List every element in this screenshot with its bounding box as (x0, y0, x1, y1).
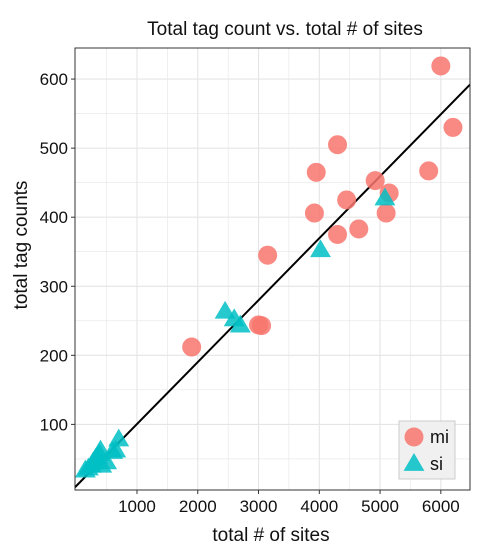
fit-line-group (74, 83, 471, 488)
point-mi (365, 171, 385, 191)
point-si (214, 300, 236, 319)
x-tick-label: 2000 (179, 497, 217, 516)
legend-key-si (403, 453, 425, 471)
point-si (108, 428, 130, 447)
point-mi (328, 135, 348, 155)
point-si (105, 439, 127, 458)
point-mi (443, 117, 463, 137)
point-si (229, 314, 251, 333)
point-mi (328, 224, 348, 244)
point-si (310, 239, 331, 258)
point-mi (337, 190, 357, 210)
legend-key-mi (404, 427, 424, 447)
legend-label-mi: mi (430, 427, 449, 447)
y-tick-label: 100 (40, 415, 68, 434)
y-axis-title: total tag counts (11, 181, 32, 310)
x-tick-label: 1000 (118, 497, 156, 516)
point-mi (349, 219, 369, 239)
x-tick-label: 5000 (361, 497, 399, 516)
x-tick-label: 3000 (240, 497, 278, 516)
chart-title: Total tag count vs. total # of sites (147, 19, 423, 40)
point-mi (376, 203, 396, 223)
y-tick-label: 400 (40, 208, 68, 227)
y-tick-label: 200 (40, 346, 68, 365)
point-mi (419, 161, 439, 181)
x-axis-title: total # of sites (212, 525, 329, 546)
point-si (96, 451, 118, 470)
axis-ticks: 1000 2000 3000 4000 5000 6000 100 200 300 400 500 6… (40, 70, 460, 516)
point-mi (258, 245, 278, 265)
point-mi (431, 56, 451, 76)
y-tick-label: 600 (40, 70, 68, 89)
plot-panel (74, 47, 471, 491)
y-tick-label: 300 (40, 277, 68, 296)
point-si (374, 187, 396, 206)
x-tick-label: 4000 (300, 497, 338, 516)
point-mi (306, 162, 326, 182)
point-mi (304, 203, 324, 223)
x-tick-label: 6000 (422, 497, 460, 516)
point-mi (182, 337, 202, 357)
legend: mi si (398, 420, 456, 480)
legend-label-si: si (430, 454, 443, 474)
points-group (74, 56, 463, 478)
fit-line (74, 83, 471, 488)
point-mi (252, 316, 272, 336)
y-tick-label: 500 (40, 139, 68, 158)
